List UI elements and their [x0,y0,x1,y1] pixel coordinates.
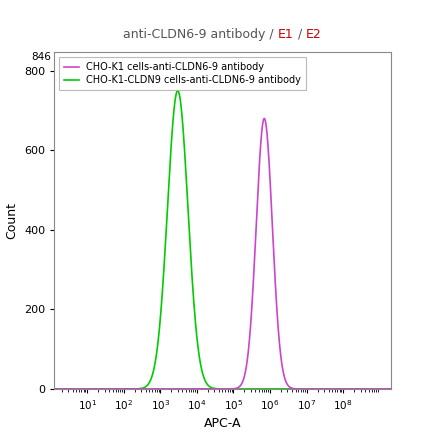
Y-axis label: Count: Count [6,202,19,239]
CHO-K1-CLDN9 cells-anti-CLDN6-9 antibody [52,386,57,392]
CHO-K1-CLDN9 cells-anti-CLDN6-9 antibody [388,386,393,392]
CHO-K1-CLDN9 cells-anti-CLDN6-9 antibody [328,386,333,392]
CHO-K1 cells-anti-CLDN6-9 antibody [302,386,308,392]
Line: CHO-K1-CLDN9 cells-anti-CLDN6-9 antibody: CHO-K1-CLDN9 cells-anti-CLDN6-9 antibody [54,90,391,389]
CHO-K1-CLDN9 cells-anti-CLDN6-9 antibody [180,123,185,128]
Line: CHO-K1 cells-anti-CLDN6-9 antibody: CHO-K1 cells-anti-CLDN6-9 antibody [54,118,391,389]
CHO-K1 cells-anti-CLDN6-9 antibody [388,386,393,392]
Text: anti-CLDN6-9 antibody /: anti-CLDN6-9 antibody / [123,28,278,41]
CHO-K1-CLDN9 cells-anti-CLDN6-9 antibody [253,386,259,392]
CHO-K1 cells-anti-CLDN6-9 antibody [328,386,333,392]
Text: E2: E2 [306,28,322,41]
Legend: CHO-K1 cells-anti-CLDN6-9 antibody, CHO-K1-CLDN9 cells-anti-CLDN6-9 antibody: CHO-K1 cells-anti-CLDN6-9 antibody, CHO-… [59,57,306,90]
Text: E1: E1 [278,28,294,41]
CHO-K1-CLDN9 cells-anti-CLDN6-9 antibody [175,88,180,93]
Text: /: / [294,28,306,41]
CHO-K1-CLDN9 cells-anti-CLDN6-9 antibody [113,386,118,392]
X-axis label: APC-A: APC-A [204,417,241,430]
CHO-K1-CLDN9 cells-anti-CLDN6-9 antibody [302,386,308,392]
CHO-K1-CLDN9 cells-anti-CLDN6-9 antibody [270,386,276,392]
CHO-K1 cells-anti-CLDN6-9 antibody [262,116,267,121]
CHO-K1 cells-anti-CLDN6-9 antibody [113,386,118,392]
Text: 846: 846 [31,52,51,62]
CHO-K1 cells-anti-CLDN6-9 antibody [180,386,185,392]
CHO-K1 cells-anti-CLDN6-9 antibody [52,386,57,392]
CHO-K1 cells-anti-CLDN6-9 antibody [270,237,276,242]
CHO-K1 cells-anti-CLDN6-9 antibody [253,228,259,233]
Title: anti-CLDN6-9 antibody / E1 / E2: anti-CLDN6-9 antibody / E1 / E2 [0,436,1,437]
